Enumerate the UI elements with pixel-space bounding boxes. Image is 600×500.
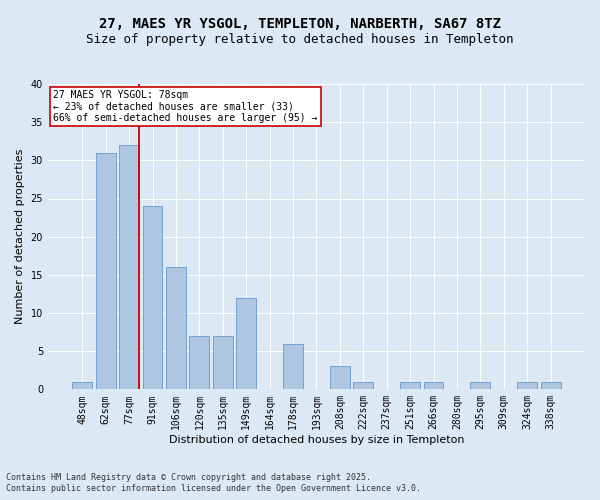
Y-axis label: Number of detached properties: Number of detached properties: [15, 149, 25, 324]
Bar: [119, 145, 139, 390]
Bar: [517, 382, 537, 390]
Bar: [166, 267, 186, 390]
Bar: [190, 336, 209, 390]
Text: Contains public sector information licensed under the Open Government Licence v3: Contains public sector information licen…: [6, 484, 421, 493]
Text: Contains HM Land Registry data © Crown copyright and database right 2025.: Contains HM Land Registry data © Crown c…: [6, 472, 371, 482]
Bar: [73, 382, 92, 390]
Bar: [283, 344, 303, 390]
Bar: [541, 382, 560, 390]
Bar: [143, 206, 163, 390]
Bar: [330, 366, 350, 390]
X-axis label: Distribution of detached houses by size in Templeton: Distribution of detached houses by size …: [169, 435, 464, 445]
Bar: [424, 382, 443, 390]
Bar: [213, 336, 233, 390]
Text: 27 MAES YR YSGOL: 78sqm
← 23% of detached houses are smaller (33)
66% of semi-de: 27 MAES YR YSGOL: 78sqm ← 23% of detache…: [53, 90, 317, 124]
Text: Size of property relative to detached houses in Templeton: Size of property relative to detached ho…: [86, 32, 514, 46]
Bar: [236, 298, 256, 390]
Bar: [400, 382, 420, 390]
Bar: [353, 382, 373, 390]
Bar: [470, 382, 490, 390]
Bar: [96, 152, 116, 390]
Text: 27, MAES YR YSGOL, TEMPLETON, NARBERTH, SA67 8TZ: 27, MAES YR YSGOL, TEMPLETON, NARBERTH, …: [99, 18, 501, 32]
